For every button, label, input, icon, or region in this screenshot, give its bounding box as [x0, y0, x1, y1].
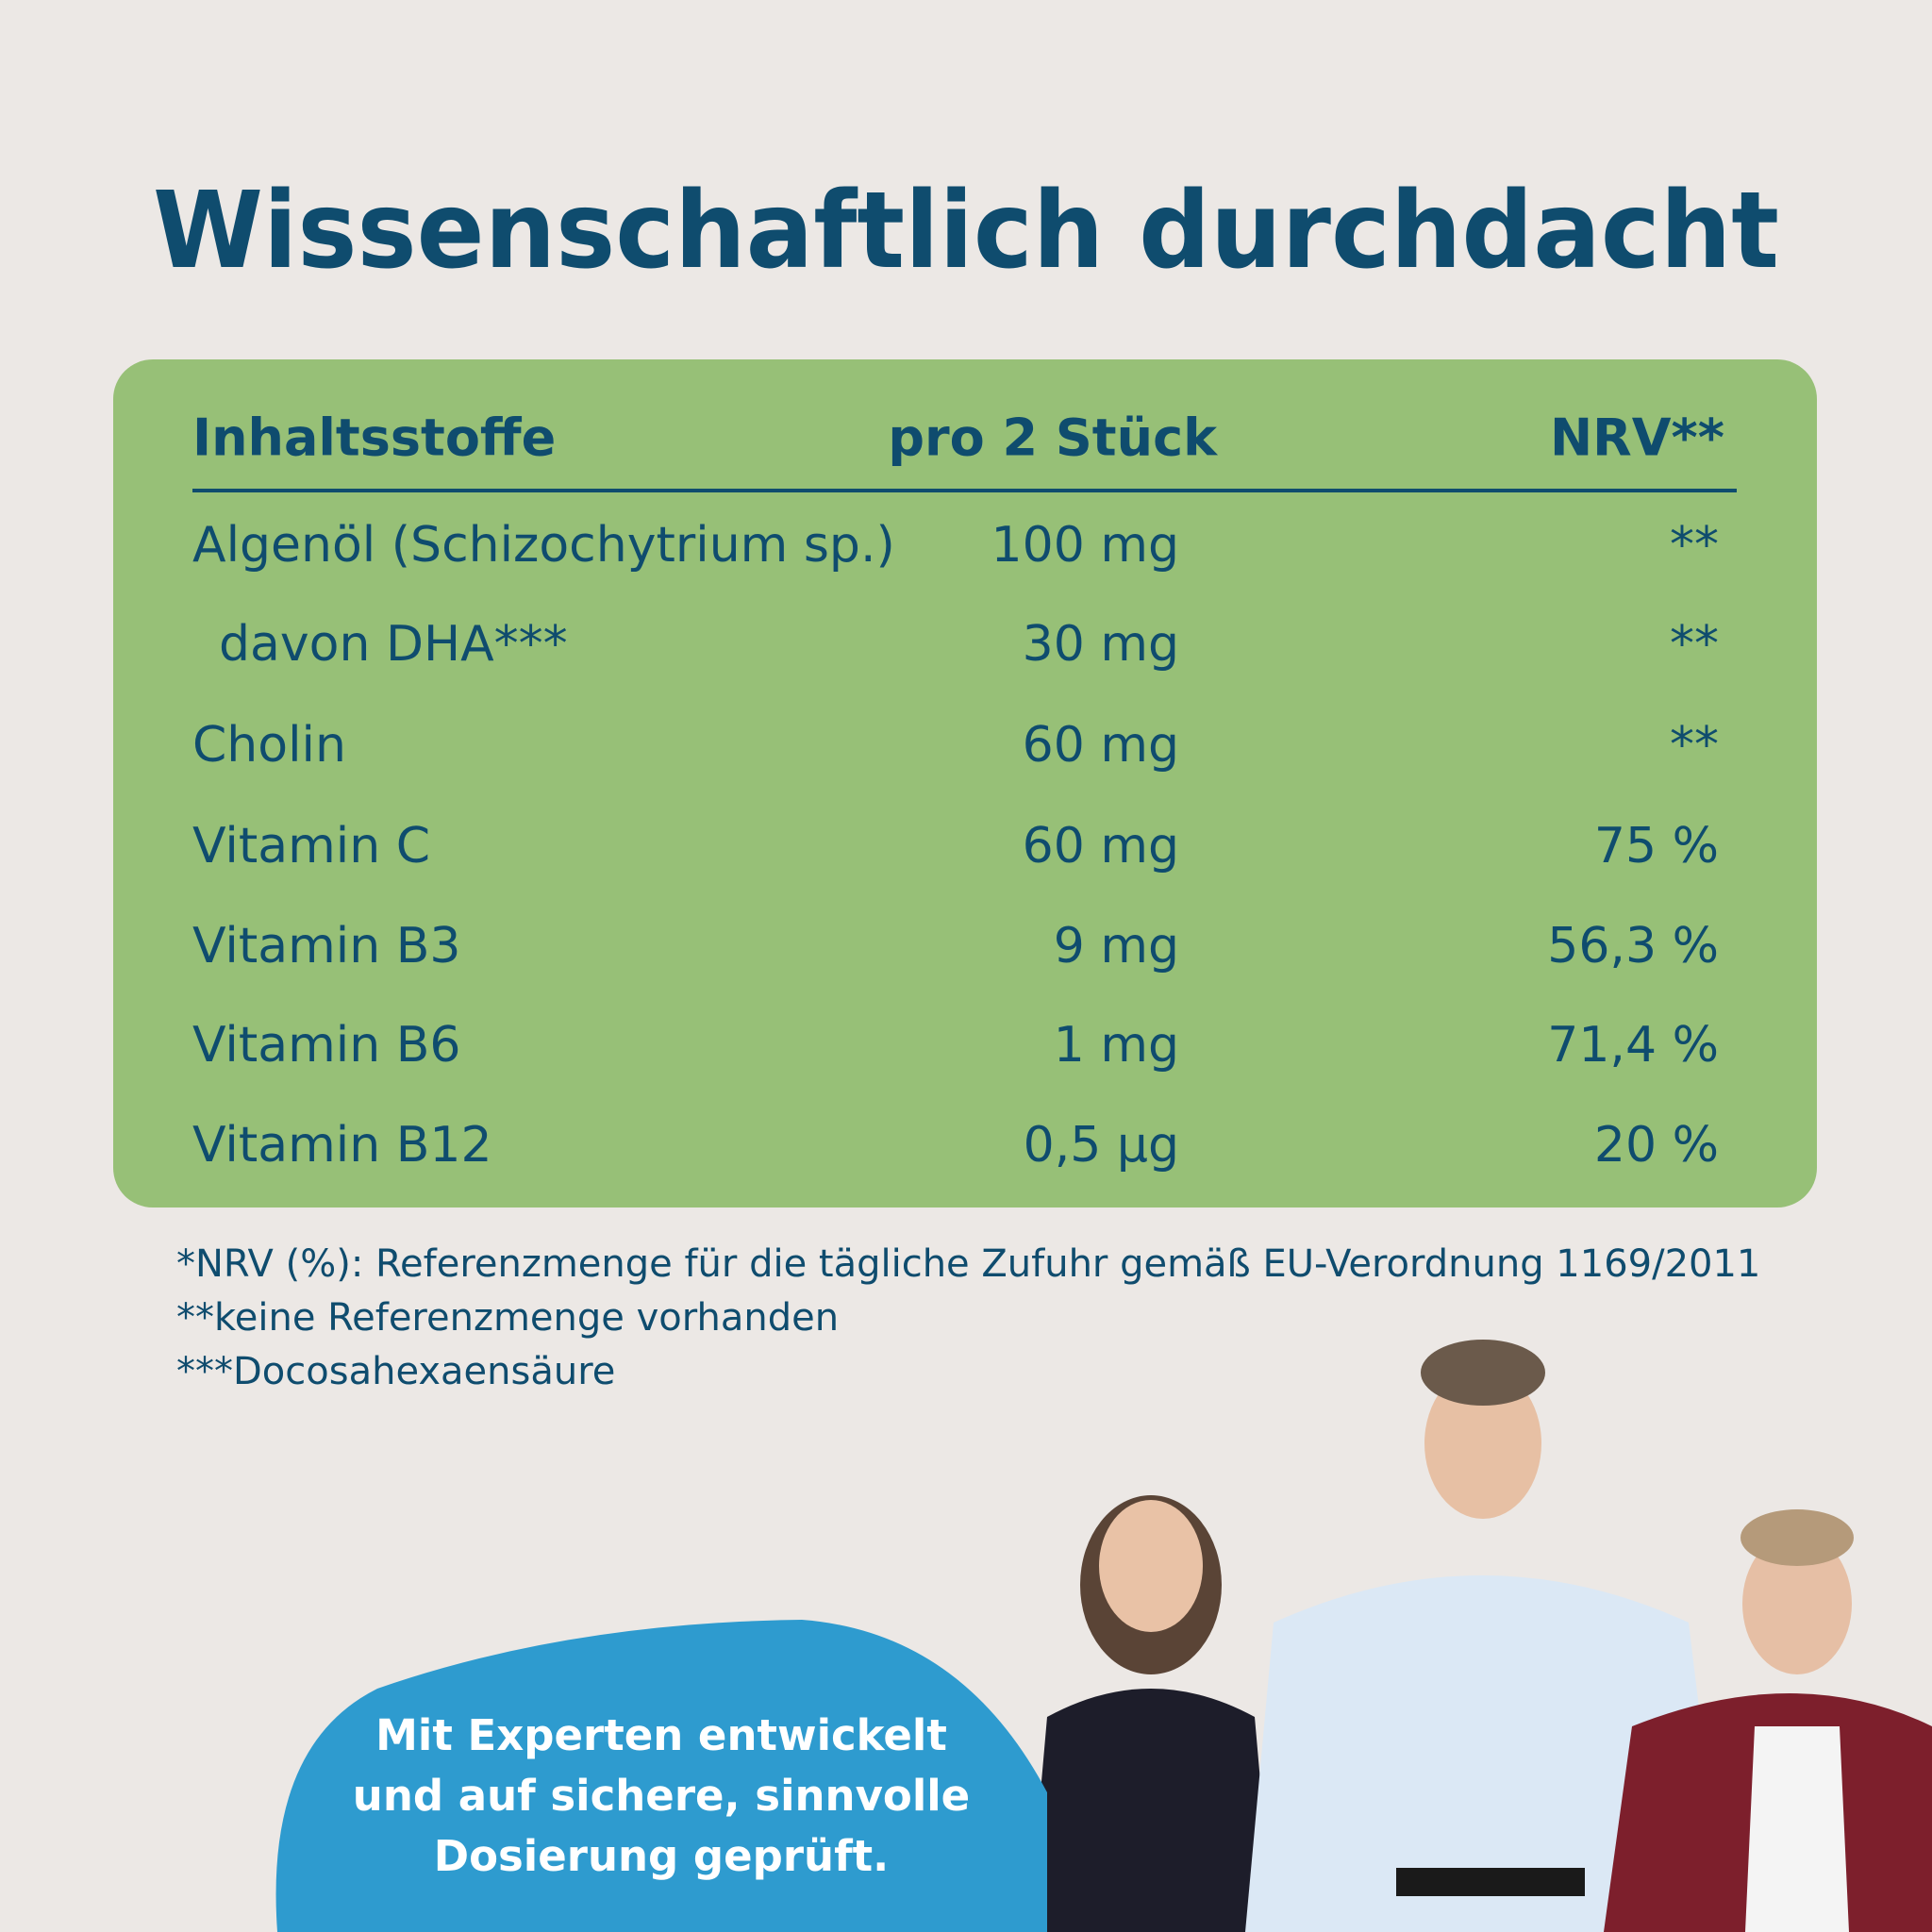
table-cell: Cholin — [192, 717, 346, 774]
table-header: NRV** — [1550, 408, 1724, 468]
content: Inhaltsstoffe pro 2 Stück NRV** Algenöl (Sc… — [176, 408, 1760, 1881]
footnote: ***Docosahexaensäure — [176, 1350, 615, 1393]
table-cell: ** — [1670, 616, 1719, 673]
table-cell: 75 % — [1594, 818, 1719, 874]
table-card — [113, 359, 1817, 1208]
table-cell: davon DHA*** — [219, 616, 568, 673]
callout-text: Mit Experten entwickelt — [375, 1710, 947, 1760]
footnote: *NRV (%): Referenzmenge für die tägliche… — [176, 1242, 1760, 1286]
callout-bubble — [275, 1620, 1047, 1932]
table-cell: 60 mg — [1023, 818, 1179, 874]
table-cell: 56,3 % — [1547, 918, 1719, 974]
table-cell: Algenöl (Schizochytrium sp.) — [192, 517, 895, 574]
table-cell: Vitamin B12 — [192, 1117, 492, 1174]
experts-photo — [1028, 1340, 1932, 1932]
table-cell: 1 mg — [1054, 1017, 1179, 1074]
table-cell: Vitamin B3 — [192, 918, 460, 974]
table-cell: Vitamin B6 — [192, 1017, 460, 1074]
table-cell: ** — [1670, 517, 1719, 574]
table-cell: 30 mg — [1023, 616, 1179, 673]
footnote: **keine Referenzmenge vorhanden — [176, 1296, 839, 1340]
callout-text: und auf sichere, sinnvolle — [353, 1771, 970, 1821]
table-cell: 100 mg — [991, 517, 1179, 574]
table-cell: 71,4 % — [1547, 1017, 1719, 1074]
table-cell: ** — [1670, 717, 1719, 774]
title: Wissenschaftlich durchdacht — [153, 170, 1779, 292]
table-cell: 9 mg — [1054, 918, 1179, 974]
table-cell: 60 mg — [1023, 717, 1179, 774]
table-header: pro 2 Stück — [888, 408, 1218, 468]
table-cell: Vitamin C — [192, 818, 430, 874]
table-cell: 0,5 µg — [1024, 1117, 1179, 1174]
table-cell: 20 % — [1594, 1117, 1719, 1174]
table-header: Inhaltsstoffe — [192, 408, 556, 468]
callout-text: Dosierung geprüft. — [434, 1831, 890, 1881]
